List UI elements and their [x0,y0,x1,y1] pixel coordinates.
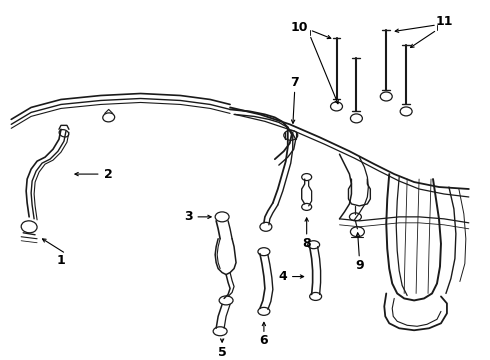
Text: 11: 11 [435,15,453,28]
Text: 8: 8 [302,237,311,250]
Text: 2: 2 [104,168,113,181]
Text: 7: 7 [291,76,299,89]
Text: 3: 3 [184,210,193,223]
Text: 10: 10 [291,21,309,34]
Text: 4: 4 [278,270,287,283]
Text: 5: 5 [218,346,226,359]
Text: 1: 1 [56,254,65,267]
Text: 6: 6 [260,334,268,347]
Text: 9: 9 [355,259,364,272]
